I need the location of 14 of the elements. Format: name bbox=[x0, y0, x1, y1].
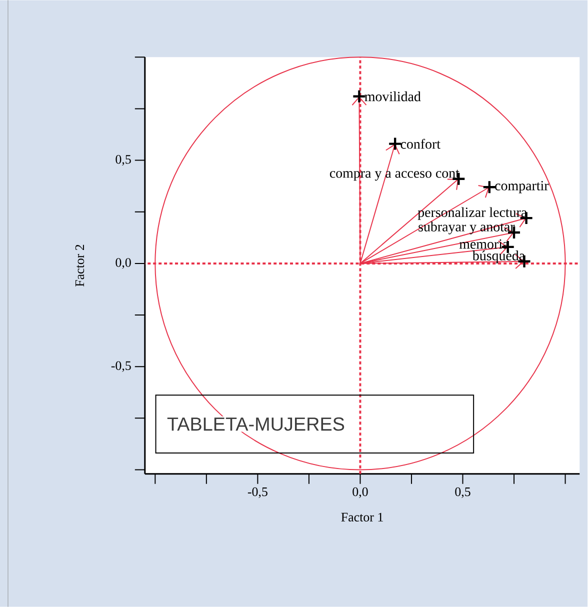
y-tick-label: -0,5 bbox=[112, 361, 132, 372]
annotation: confort bbox=[400, 138, 441, 149]
x-tick-label: 0,0 bbox=[352, 487, 368, 498]
point bbox=[352, 89, 366, 104]
point bbox=[388, 136, 402, 151]
x-tick-label: 0,5 bbox=[455, 487, 471, 498]
y-tick-label: 0,0 bbox=[116, 258, 132, 269]
annotation: TABLETA-MUJERES bbox=[168, 417, 344, 431]
annotation: movilidad bbox=[364, 91, 421, 102]
y-axis-title: Factor 2 bbox=[76, 244, 84, 287]
x-axis-title: Factor 1 bbox=[341, 512, 384, 522]
x-tick-label: -0,5 bbox=[248, 487, 268, 498]
y-tick-label: 0,5 bbox=[116, 155, 132, 166]
annotation: compartir bbox=[495, 181, 549, 194]
